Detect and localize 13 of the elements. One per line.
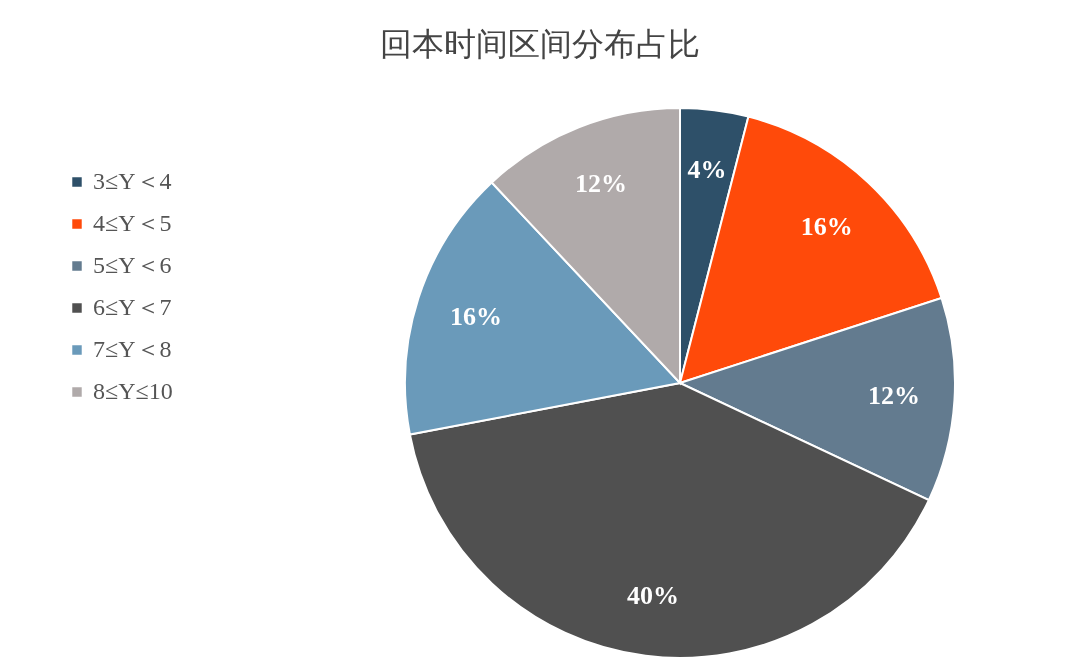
legend-label: 3≤Y＜4 xyxy=(93,168,172,194)
data-label: 4% xyxy=(687,155,727,185)
data-label: 16% xyxy=(800,211,853,241)
data-label: 12% xyxy=(868,381,921,411)
legend-label: 8≤Y≤10 xyxy=(93,378,173,404)
data-label: 12% xyxy=(575,168,628,198)
legend-label: 6≤Y＜7 xyxy=(93,294,172,320)
legend-label: 5≤Y＜6 xyxy=(93,252,172,278)
chart-title: 回本时间区间分布占比 xyxy=(380,25,700,63)
data-label: 40% xyxy=(627,580,680,610)
legend-label: 4≤Y＜5 xyxy=(93,210,172,236)
data-label: 16% xyxy=(450,301,502,331)
legend-label: 7≤Y＜8 xyxy=(93,336,172,362)
